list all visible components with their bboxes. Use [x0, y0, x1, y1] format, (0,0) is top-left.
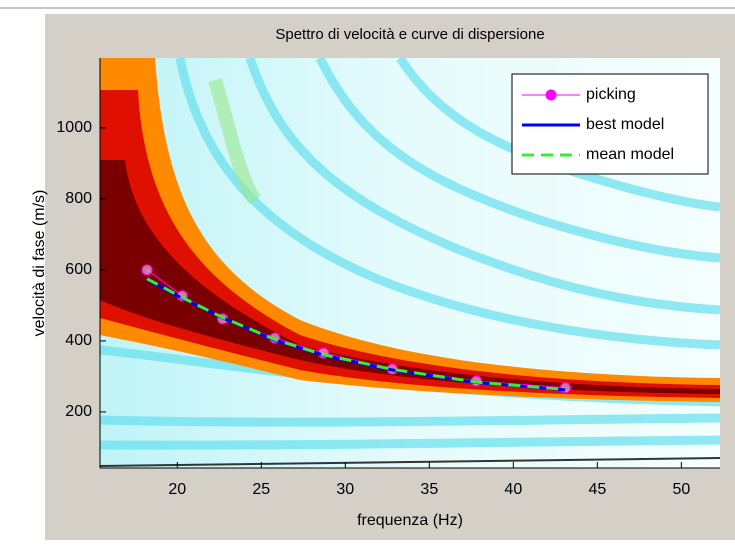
legend-label: picking [586, 86, 636, 103]
plot-lines [141, 264, 572, 394]
legend-label: mean model [586, 146, 674, 163]
y-axis-label: velocità di fase (m/s) [31, 190, 48, 337]
y-tick-label: 200 [65, 403, 92, 420]
x-tick-label: 40 [504, 481, 522, 498]
series-marker [141, 264, 153, 276]
x-tick-label: 25 [252, 481, 270, 498]
x-tick-label: 30 [336, 481, 354, 498]
x-axis-label: frequenza (Hz) [357, 512, 463, 529]
y-tick-label: 600 [65, 261, 92, 278]
spectrum-patch [208, 77, 261, 205]
legend: picking best model mean model [511, 73, 709, 175]
legend-marker [545, 89, 557, 101]
series-line [146, 277, 566, 392]
series-marker [559, 382, 572, 394]
x-tick-label: 50 [672, 481, 690, 498]
x-tick-label: 45 [588, 481, 606, 498]
x-tick-label: 20 [168, 481, 186, 498]
spectrum-stripes [100, 58, 720, 450]
chart-title: Spettro di velocità e curve di dispersio… [275, 26, 544, 43]
legend-label: best model [586, 116, 664, 133]
y-tick-label: 1000 [56, 119, 92, 136]
ridge-core [100, 160, 720, 394]
y-tick-label: 400 [65, 332, 92, 349]
y-tick-label: 800 [65, 190, 92, 207]
spectrum-edge [100, 457, 720, 467]
x-tick-label: 35 [420, 481, 438, 498]
